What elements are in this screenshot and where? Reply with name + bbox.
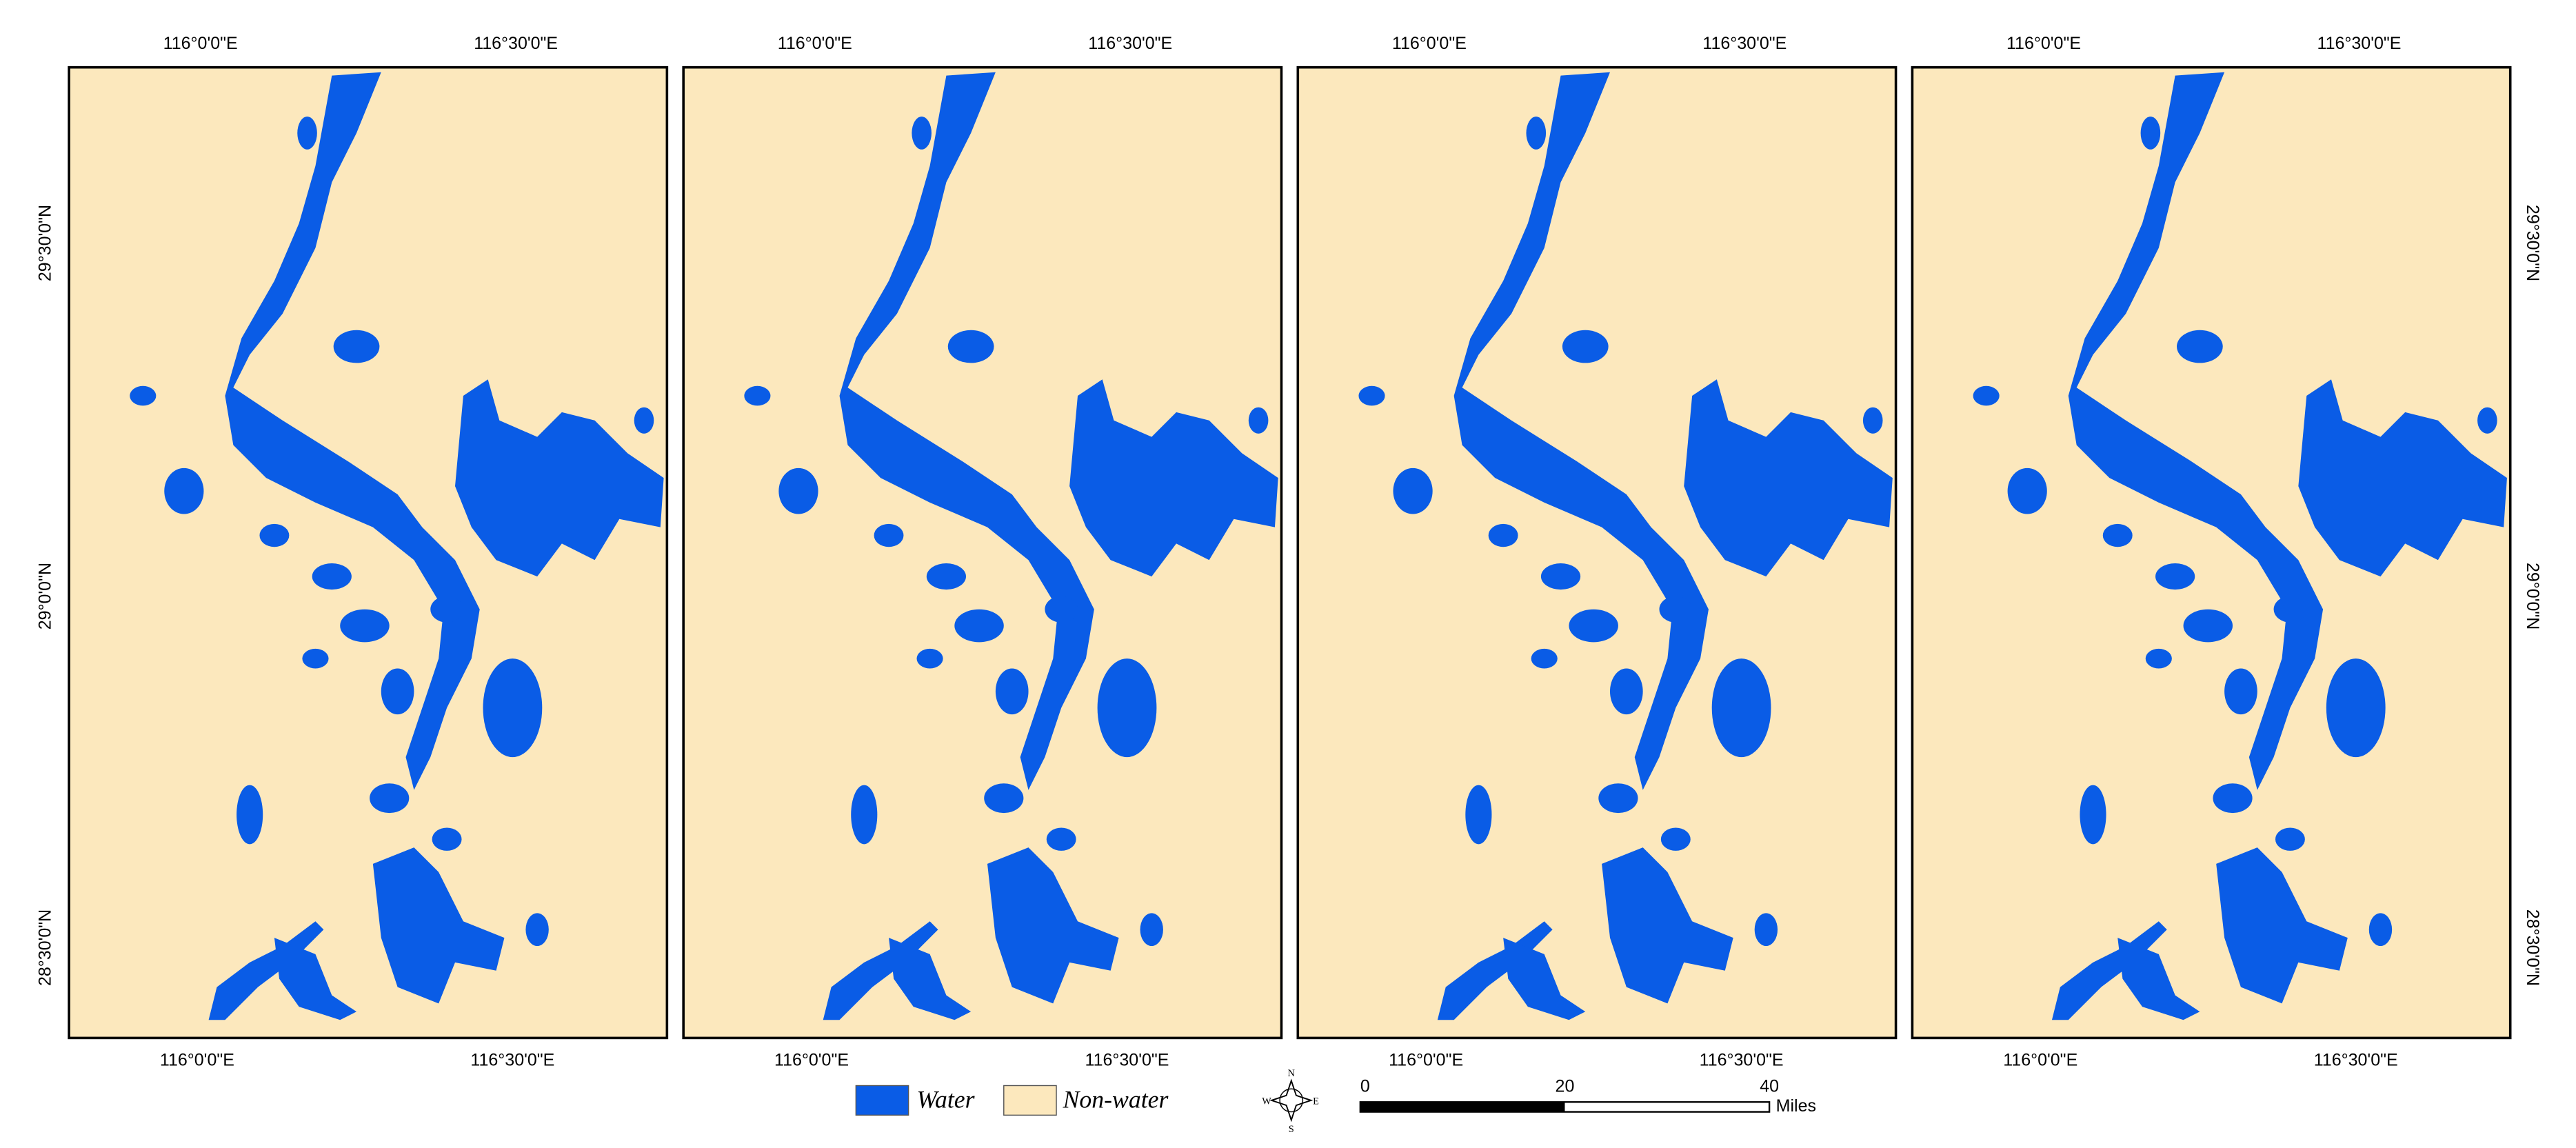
longitude-label: 116°30'0"E	[2317, 34, 2402, 53]
longitude-label: 116°30'0"E	[474, 34, 558, 53]
land-background	[1912, 67, 2510, 1038]
compass-letter: N	[1288, 1068, 1295, 1079]
scale-tick-label: 40	[1760, 1076, 1779, 1096]
longitude-label: 116°30'0"E	[1088, 34, 1172, 53]
longitude-label: 116°0'0"E	[160, 1050, 234, 1069]
compass-letter: E	[1313, 1096, 1319, 1107]
scale-tick-label: 0	[1360, 1076, 1370, 1096]
longitude-label: 116°30'0"E	[2314, 1050, 2398, 1069]
scale-tick-label: 20	[1556, 1076, 1575, 1096]
legend-swatch	[855, 1085, 909, 1116]
latitude-label: 29°0'0"N	[35, 563, 54, 630]
legend-label: Non-water	[1063, 1086, 1169, 1114]
scale-bar-segment	[1360, 1102, 1565, 1112]
longitude-label: 116°0'0"E	[163, 34, 238, 53]
latitude-label: 29°0'0"N	[2523, 563, 2542, 630]
panel-frame	[682, 66, 1283, 1040]
land-background	[69, 67, 667, 1038]
compass-letter: S	[1289, 1124, 1294, 1135]
latitude-label: 28°30'0"N	[35, 909, 54, 986]
compass-letter: W	[1262, 1096, 1271, 1107]
longitude-label: 116°0'0"E	[778, 34, 852, 53]
longitude-label: 116°0'0"E	[2006, 34, 2081, 53]
legend-swatch	[1003, 1085, 1057, 1116]
panel-frame	[1911, 66, 2512, 1040]
latitude-label: 29°30'0"N	[2523, 205, 2542, 281]
longitude-label: 116°30'0"E	[1702, 34, 1787, 53]
longitude-label: 116°30'0"E	[470, 1050, 554, 1069]
latitude-label: 28°30'0"N	[2523, 909, 2542, 986]
land-background	[683, 67, 1282, 1038]
longitude-label: 116°0'0"E	[1389, 1050, 1463, 1069]
longitude-label: 116°0'0"E	[2003, 1050, 2077, 1069]
scale-unit: Miles	[1776, 1096, 1816, 1116]
panel-frame	[1296, 66, 1898, 1040]
longitude-label: 116°30'0"E	[1700, 1050, 1784, 1069]
land-background	[1298, 67, 1896, 1038]
longitude-label: 116°0'0"E	[1392, 34, 1467, 53]
latitude-label: 29°30'0"N	[35, 205, 54, 281]
legend-label: Water	[917, 1086, 975, 1114]
panel-frame	[68, 66, 669, 1040]
longitude-label: 116°0'0"E	[774, 1050, 849, 1069]
compass-rose	[1269, 1078, 1314, 1122]
longitude-label: 116°30'0"E	[1085, 1050, 1169, 1069]
